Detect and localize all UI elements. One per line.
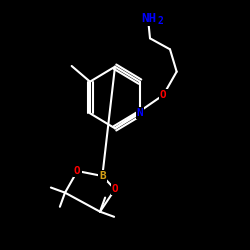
Text: O: O — [112, 184, 118, 194]
Text: N: N — [136, 108, 143, 118]
Text: B: B — [99, 171, 106, 181]
Text: O: O — [160, 90, 167, 100]
Text: NH: NH — [141, 12, 156, 25]
Text: O: O — [74, 166, 81, 176]
Text: 2: 2 — [157, 16, 163, 26]
